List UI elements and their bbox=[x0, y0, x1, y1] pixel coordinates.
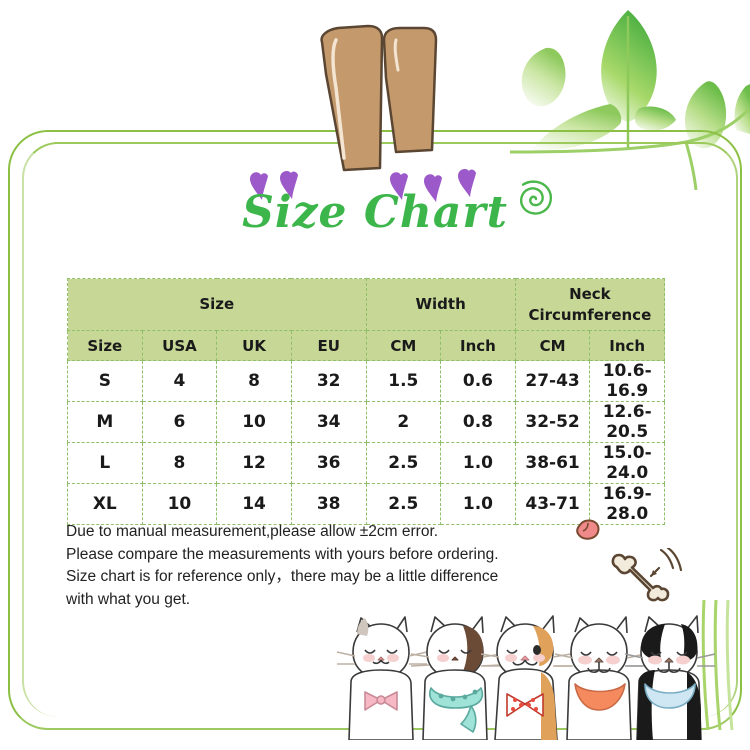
cell-usa: 4 bbox=[141, 360, 218, 402]
cell-eu: 34 bbox=[290, 401, 367, 443]
group-header-size: Size bbox=[67, 278, 367, 331]
cell-width-inch: 0.6 bbox=[440, 360, 516, 402]
page-title: Size Chart bbox=[242, 187, 508, 238]
heart-decorations bbox=[242, 168, 508, 202]
cell-uk: 14 bbox=[216, 483, 292, 525]
table-row: M 6 10 34 2 0.8 32-52 12.6-20.5 bbox=[67, 401, 665, 443]
group-header-width: Width bbox=[365, 278, 516, 331]
cell-eu: 32 bbox=[290, 360, 367, 402]
page-title-wrap: Size Chart bbox=[0, 168, 750, 265]
cell-width-cm: 2.5 bbox=[365, 483, 442, 525]
col-header-uk: UK bbox=[216, 330, 292, 361]
size-table: Size Width Neck Circumference Size USA U… bbox=[67, 278, 666, 525]
cell-neck-cm: 27-43 bbox=[514, 360, 591, 402]
col-header-width-inch: Inch bbox=[440, 330, 516, 361]
col-header-usa: USA bbox=[141, 330, 218, 361]
table-row: L 8 12 36 2.5 1.0 38-61 15.0-24.0 bbox=[67, 442, 665, 484]
table-head: Size Width Neck Circumference Size USA U… bbox=[67, 278, 666, 361]
cell-eu: 36 bbox=[290, 442, 367, 484]
cell-width-cm: 1.5 bbox=[365, 360, 442, 402]
note-line: Please compare the measurements with you… bbox=[66, 545, 499, 563]
cell-uk: 12 bbox=[216, 442, 292, 484]
note-line: Due to manual measurement,please allow ±… bbox=[66, 523, 439, 540]
cell-neck-cm: 38-61 bbox=[514, 442, 591, 484]
col-header-neck-inch: Inch bbox=[589, 330, 665, 361]
cell-usa: 6 bbox=[141, 401, 218, 443]
cell-eu: 38 bbox=[290, 483, 367, 525]
five-cats-icon bbox=[335, 612, 716, 741]
boot-pair-icon bbox=[300, 18, 450, 178]
neck-line-1: Neck bbox=[569, 284, 611, 303]
cell-size: M bbox=[67, 401, 143, 443]
table-row: XL 10 14 38 2.5 1.0 43-71 16.9-28.0 bbox=[67, 483, 665, 525]
col-header-neck-cm: CM bbox=[514, 330, 591, 361]
table-column-header-row: Size USA UK EU CM Inch CM Inch bbox=[67, 330, 665, 361]
neck-line-2: Circumference bbox=[528, 305, 652, 324]
col-header-size: Size bbox=[67, 330, 143, 361]
cell-usa: 8 bbox=[141, 442, 218, 484]
cell-width-inch: 0.8 bbox=[440, 401, 516, 443]
cell-neck-inch: 16.9-28.0 bbox=[589, 483, 665, 525]
disclaimer-notes: Due to manual measurement,please allow ±… bbox=[66, 521, 596, 611]
cell-size: XL bbox=[67, 483, 143, 525]
cell-size: S bbox=[67, 360, 143, 402]
cell-uk: 8 bbox=[216, 360, 292, 402]
cell-usa: 10 bbox=[141, 483, 218, 525]
note-line: Size chart is for reference only，there m… bbox=[66, 568, 499, 585]
cell-neck-cm: 43-71 bbox=[514, 483, 591, 525]
cell-uk: 10 bbox=[216, 401, 292, 443]
col-header-width-cm: CM bbox=[365, 330, 442, 361]
note-line: with what you get. bbox=[66, 590, 191, 608]
dog-bone-icon bbox=[605, 546, 683, 610]
cell-size: L bbox=[67, 442, 143, 484]
cell-neck-cm: 32-52 bbox=[514, 401, 591, 443]
bamboo-stalk-icon bbox=[694, 599, 734, 731]
cell-width-cm: 2 bbox=[365, 401, 442, 443]
cell-neck-inch: 10.6-16.9 bbox=[589, 360, 665, 402]
col-header-eu: EU bbox=[290, 330, 367, 361]
spiral-icon bbox=[512, 177, 556, 221]
cell-width-inch: 1.0 bbox=[440, 483, 516, 525]
paw-treat-icon bbox=[575, 519, 601, 541]
table-group-header-row: Size Width Neck Circumference bbox=[67, 278, 666, 331]
table-row: S 4 8 32 1.5 0.6 27-43 10.6-16.9 bbox=[67, 360, 665, 402]
cell-width-cm: 2.5 bbox=[365, 442, 442, 484]
cell-neck-inch: 12.6-20.5 bbox=[589, 401, 665, 443]
cell-neck-inch: 15.0-24.0 bbox=[589, 442, 665, 484]
table-body: S 4 8 32 1.5 0.6 27-43 10.6-16.9 M 6 10 … bbox=[67, 360, 665, 525]
cell-width-inch: 1.0 bbox=[440, 442, 516, 484]
group-header-neck-circumference: Neck Circumference bbox=[514, 278, 666, 331]
